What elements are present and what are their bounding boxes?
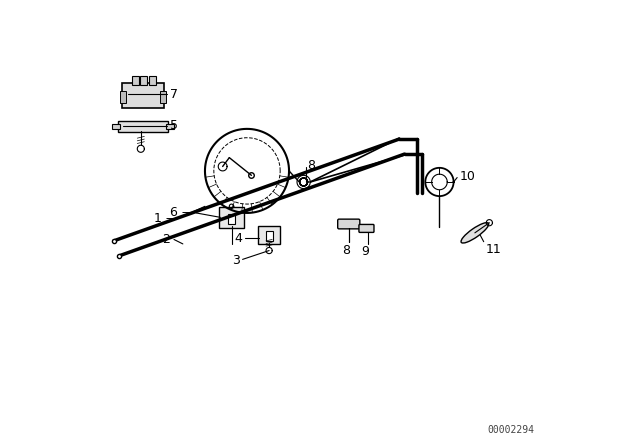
FancyBboxPatch shape — [120, 91, 126, 103]
Text: 00002294: 00002294 — [488, 426, 534, 435]
FancyBboxPatch shape — [149, 76, 156, 85]
FancyBboxPatch shape — [118, 121, 168, 132]
Text: 7: 7 — [170, 88, 177, 101]
Text: 8: 8 — [308, 159, 316, 172]
FancyBboxPatch shape — [266, 231, 273, 241]
FancyBboxPatch shape — [359, 224, 374, 233]
Text: 2: 2 — [163, 233, 170, 246]
FancyBboxPatch shape — [122, 83, 164, 108]
FancyBboxPatch shape — [111, 124, 120, 129]
FancyBboxPatch shape — [160, 91, 166, 103]
FancyBboxPatch shape — [131, 76, 139, 85]
FancyBboxPatch shape — [219, 207, 244, 228]
Text: 6 —: 6 — — [170, 207, 194, 220]
Text: 1 —: 1 — — [154, 212, 179, 225]
FancyBboxPatch shape — [140, 76, 147, 85]
Text: 10: 10 — [460, 170, 476, 183]
Ellipse shape — [461, 223, 489, 243]
Text: 4: 4 — [235, 232, 243, 245]
Text: 9: 9 — [362, 245, 369, 258]
Text: 8: 8 — [342, 244, 351, 257]
Text: 5: 5 — [170, 119, 177, 132]
FancyBboxPatch shape — [338, 219, 360, 229]
Text: 3: 3 — [232, 254, 239, 267]
FancyBboxPatch shape — [166, 124, 175, 129]
Text: 11: 11 — [486, 242, 502, 255]
FancyBboxPatch shape — [258, 226, 280, 244]
FancyBboxPatch shape — [228, 214, 236, 224]
